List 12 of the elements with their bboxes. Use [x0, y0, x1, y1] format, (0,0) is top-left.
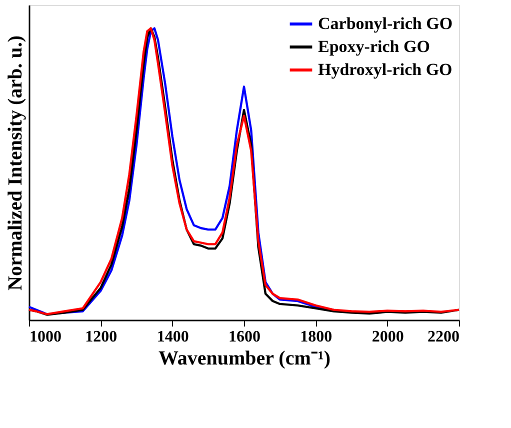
- x-tick-label: 1200: [85, 328, 118, 346]
- x-tick-label: 2200: [428, 328, 460, 346]
- legend-label: Carbonyl-rich GO: [318, 14, 453, 33]
- y-axis-title: Normalized Intensity (arb. u.): [4, 36, 26, 290]
- x-tick-label: 1600: [228, 328, 260, 346]
- x-tick-label: 1000: [30, 328, 62, 346]
- x-axis-title: Wavenumber (cm⁻¹): [158, 348, 331, 370]
- x-tick-label: 1800: [300, 328, 332, 346]
- x-tick-label: 1400: [156, 328, 189, 346]
- legend-label: Hydroxyl-rich GO: [318, 60, 452, 79]
- legend-label: Epoxy-rich GO: [318, 37, 430, 56]
- x-tick-label: 2000: [372, 328, 404, 346]
